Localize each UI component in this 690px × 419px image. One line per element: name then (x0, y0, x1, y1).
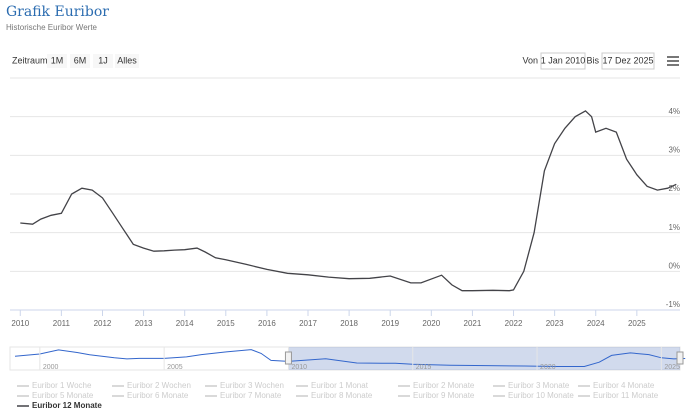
x-tick-label: 2011 (53, 319, 71, 328)
x-tick-label: 2010 (11, 319, 29, 328)
legend-item[interactable]: Euribor 2 Wochen (127, 381, 191, 390)
range-button-label[interactable]: Alles (117, 55, 137, 65)
legend-item[interactable]: Euribor 7 Monate (220, 391, 282, 400)
x-tick-label: 2017 (299, 319, 317, 328)
x-tick-label: 2015 (217, 319, 235, 328)
y-tick-label: 4% (668, 107, 680, 116)
navigator-handle[interactable] (676, 351, 684, 365)
x-tick-label: 2014 (176, 319, 194, 328)
legend-item[interactable]: Euribor 5 Monate (32, 391, 94, 400)
y-tick-label: 1% (668, 223, 680, 232)
range-button[interactable] (93, 54, 113, 68)
range-button[interactable] (115, 54, 139, 68)
chart-title: Grafik Euribor (6, 4, 109, 20)
navigator-selection (288, 347, 680, 370)
x-tick-label: 2012 (94, 319, 112, 328)
legend-item[interactable]: Euribor 1 Woche (32, 381, 92, 390)
x-tick-label: 2023 (546, 319, 564, 328)
menu-button[interactable] (667, 56, 679, 66)
legend-item[interactable]: Euribor 4 Monate (593, 381, 655, 390)
legend-item[interactable]: Euribor 8 Monate (311, 391, 373, 400)
y-tick-label: -1% (666, 300, 680, 309)
navigator-line (14, 349, 686, 367)
legend-item[interactable]: Euribor 3 Monate (508, 381, 570, 390)
range-button-label[interactable]: 1J (98, 55, 108, 65)
x-tick-label: 2024 (587, 319, 605, 328)
x-tick-label: 2020 (422, 319, 440, 328)
navigator-tick-label: 2015 (416, 364, 432, 371)
range-button[interactable] (47, 54, 67, 68)
navigator-tick-label: 2010 (291, 364, 307, 371)
series-line (20, 110, 677, 292)
range-button-label[interactable]: 1M (51, 55, 64, 65)
legend-item[interactable]: Euribor 2 Monate (413, 381, 475, 390)
navigator-tick-label: 2000 (43, 364, 59, 371)
legend-item[interactable]: Euribor 12 Monate (32, 401, 102, 410)
legend-item[interactable]: Euribor 10 Monate (508, 391, 574, 400)
x-tick-label: 2022 (505, 319, 523, 328)
navigator-tick-label: 2025 (664, 364, 680, 371)
x-tick-label: 2013 (135, 319, 153, 328)
from-input[interactable] (540, 52, 586, 70)
legend-item[interactable]: Euribor 6 Monate (127, 391, 189, 400)
x-tick-label: 2019 (381, 319, 399, 328)
to-label: Bis (586, 55, 599, 65)
x-tick-label: 2021 (464, 319, 482, 328)
range-button-label[interactable]: 6M (74, 55, 87, 65)
from-value[interactable]: 1 Jan 2010 (541, 55, 586, 65)
x-tick-label: 2016 (258, 319, 276, 328)
navigator-tick-label: 2005 (167, 364, 183, 371)
legend-item[interactable]: Euribor 3 Wochen (220, 381, 284, 390)
legend-item[interactable]: Euribor 1 Monat (311, 381, 369, 390)
chart-subtitle: Historische Euribor Werte (6, 23, 98, 32)
to-value[interactable]: 17 Dez 2025 (602, 55, 653, 65)
x-tick-label: 2018 (340, 319, 358, 328)
range-button[interactable] (70, 54, 90, 68)
range-label: Zeitraum (12, 55, 48, 65)
to-input[interactable] (601, 52, 655, 70)
navigator-tick-label: 2020 (540, 364, 556, 371)
legend-item[interactable]: Euribor 9 Monate (413, 391, 475, 400)
from-label: Von (522, 55, 538, 65)
y-tick-label: 3% (668, 145, 680, 154)
legend-item[interactable]: Euribor 11 Monate (593, 391, 659, 400)
x-tick-label: 2025 (628, 319, 646, 328)
y-tick-label: 0% (668, 261, 680, 270)
y-tick-label: 2% (668, 184, 680, 193)
navigator-handle[interactable] (284, 351, 292, 365)
